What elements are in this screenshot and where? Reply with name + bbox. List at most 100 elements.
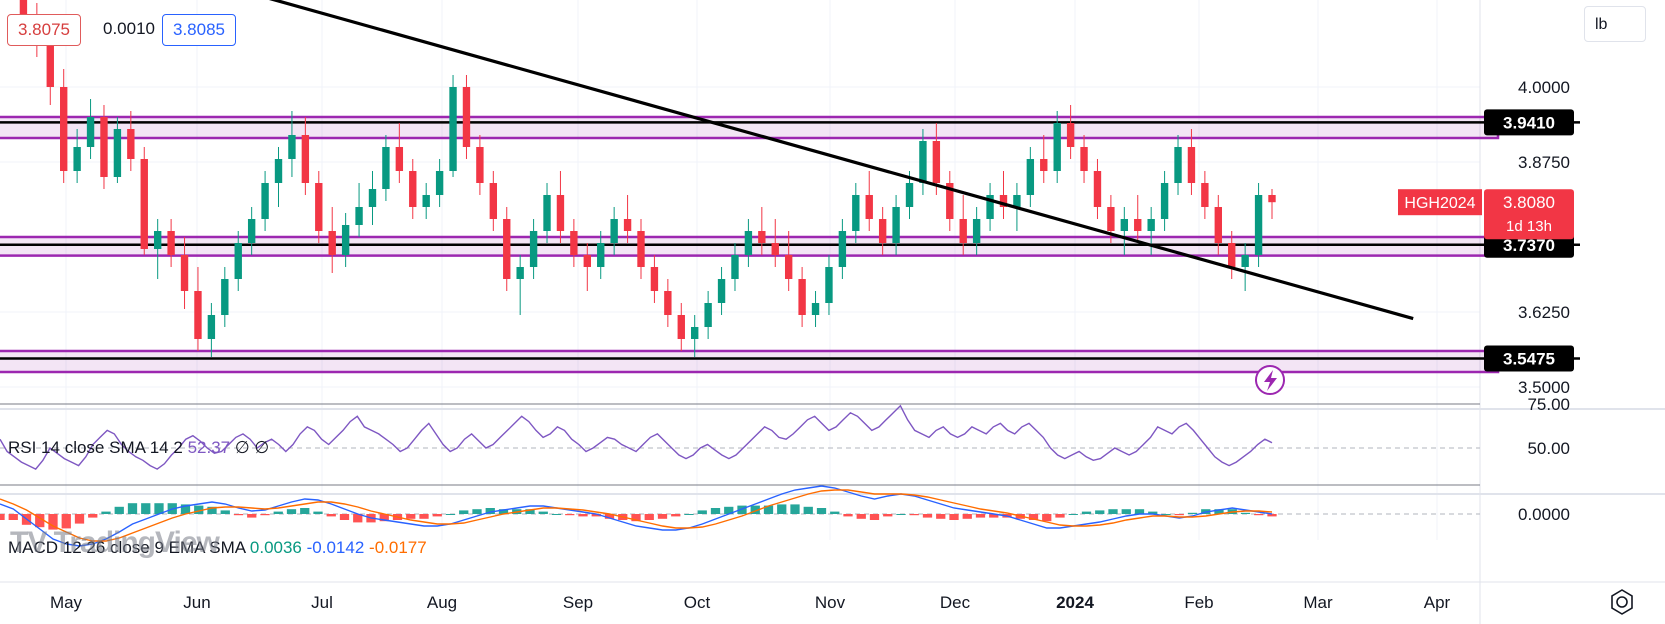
macd-histogram-bar-95 [1254, 514, 1264, 516]
level-label-1: 3.7370 [1503, 236, 1555, 255]
candle-body [1040, 159, 1048, 171]
bid-price-button[interactable]: 3.8075 [7, 14, 81, 46]
candle-52 [704, 291, 712, 339]
candle-86 [1160, 171, 1169, 231]
macd-histogram-bar-74 [975, 514, 986, 518]
candle-70 [946, 171, 954, 231]
candle-78 [1053, 111, 1061, 183]
candle-34 [462, 75, 471, 159]
candle-body [704, 303, 712, 327]
candle-body [825, 267, 833, 303]
macd-histogram-bar-71 [936, 514, 946, 519]
candle-body [1053, 123, 1061, 171]
macd-histogram-bar-68 [896, 514, 906, 515]
candle-body [972, 219, 981, 243]
candle-body [221, 279, 229, 315]
horizontal-levels [0, 121, 1580, 360]
candle-60 [811, 291, 820, 327]
candle-46 [623, 195, 632, 243]
candle-body [919, 141, 927, 183]
candle-body [677, 315, 685, 339]
macd-histogram-bar-54 [710, 508, 721, 514]
macd-histogram-bar-22 [286, 509, 297, 514]
candle-85 [1147, 207, 1155, 255]
symbol-name: HGH2024 [1404, 195, 1475, 212]
time-axis: May Jun Jul Aug Sep Oct Nov Dec 2024 Feb Mar Apr [50, 593, 1451, 612]
candle-body [1026, 159, 1035, 195]
macd-histogram-bar-3 [35, 514, 45, 528]
macd-histogram-bar-67 [883, 514, 893, 517]
macd-histogram-bar-7 [88, 514, 98, 518]
macd-legend-hist: 0.0036 [249, 538, 302, 557]
level-label-2: 3.5475 [1503, 350, 1555, 369]
candle-7 [100, 105, 108, 189]
macd-histogram-bar-66 [869, 514, 880, 520]
macd-histogram-bar-20 [260, 514, 270, 516]
trendline [268, 0, 1414, 321]
unit-label: lb [1595, 16, 1608, 33]
macd-histogram-bar-1 [8, 514, 18, 520]
candle-81 [1093, 159, 1102, 219]
candle-30 [409, 159, 417, 219]
candle-body [368, 189, 377, 207]
candle-80 [1080, 135, 1088, 183]
candle-32 [435, 159, 444, 207]
current-price: 3.8080 [1503, 193, 1555, 212]
rsi-legend[interactable]: RSI 14 close SMA 14 2 52.37 ∅ ∅ [8, 438, 269, 458]
ask-price-button[interactable]: 3.8085 [162, 14, 236, 46]
unit-selector[interactable]: lb [1584, 6, 1646, 42]
candle-38 [516, 255, 524, 315]
macd-histogram-bar-17 [220, 510, 230, 514]
settings-icon[interactable] [1606, 586, 1638, 618]
candle-body [556, 195, 565, 231]
candle-body [86, 117, 95, 147]
candle-13 [180, 237, 189, 309]
macd-histogram-bar-33 [432, 514, 442, 517]
macd-histogram-bar-31 [406, 514, 416, 519]
candle-22 [301, 117, 310, 195]
candle-91 [1228, 231, 1236, 279]
candle-body [811, 303, 820, 315]
lightning-icon [1255, 365, 1285, 395]
macd-histogram-bar-81 [1068, 514, 1078, 515]
macd-histogram-bar-69 [909, 514, 919, 516]
rsi-legend-na-2: ∅ [254, 438, 270, 457]
macd-histogram-bar-24 [313, 511, 323, 514]
candle-37 [503, 207, 511, 291]
macd-histogram-bar-79 [1042, 514, 1052, 522]
macd-histogram-bar-49 [644, 514, 654, 520]
candle-body [19, 0, 28, 15]
macd-histogram-bar-43 [565, 514, 575, 516]
candle-body [449, 87, 457, 171]
candle-body [865, 195, 873, 219]
candle-body [382, 147, 390, 189]
candle-body [73, 147, 81, 171]
candle-body [999, 195, 1008, 207]
candle-body [623, 219, 632, 231]
candle-61 [825, 255, 833, 315]
price-tick-1: 3.8750 [1518, 153, 1570, 172]
macd-histogram-bar-55 [724, 506, 734, 514]
macd-histogram-bar-57 [750, 505, 760, 514]
macd-histogram-bar-83 [1095, 510, 1105, 514]
macd-histogram-bar-92 [1214, 509, 1224, 514]
macd-histogram-bar-21 [273, 511, 283, 514]
macd-histogram-bar-52 [684, 514, 694, 515]
macd-histogram-bar-64 [843, 514, 853, 517]
candle-54 [731, 243, 739, 291]
candle-body [570, 231, 578, 255]
macd-legend[interactable]: MACD 12 26 close 9 EMA SMA 0.0036 -0.014… [8, 538, 427, 558]
candle-body [355, 207, 363, 225]
macd-histogram-bar-94 [1240, 512, 1251, 514]
macd-histogram-bar-87 [1148, 511, 1158, 514]
candle-body [1107, 207, 1115, 231]
candle-76 [1026, 147, 1035, 207]
time-label-8: 2024 [1056, 593, 1094, 612]
candle-body [153, 231, 162, 249]
current-price-box [1484, 189, 1574, 240]
candle-body [1268, 195, 1276, 203]
macd-histogram-bar-38 [498, 509, 509, 514]
bar-countdown: 1d 13h [1506, 218, 1552, 235]
candle-83 [1120, 207, 1129, 255]
